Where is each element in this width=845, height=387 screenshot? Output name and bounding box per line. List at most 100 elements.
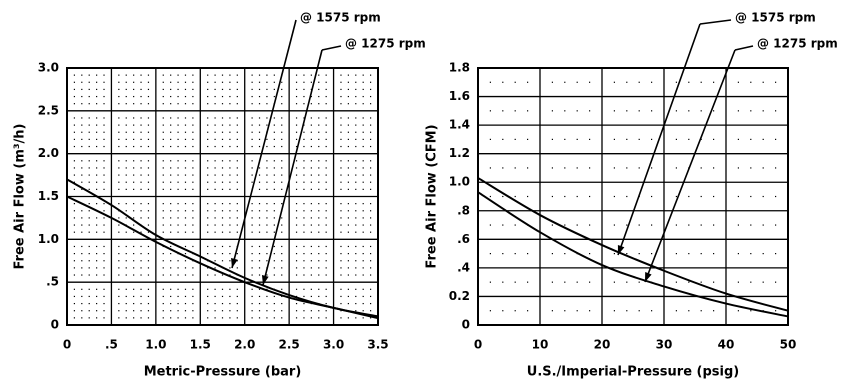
- grid-dot: [273, 260, 275, 262]
- grid-dot: [103, 174, 105, 176]
- grid-dot: [576, 310, 578, 312]
- grid-dot: [88, 167, 90, 169]
- grid-dot: [73, 224, 76, 226]
- grid-dot: [310, 181, 312, 183]
- grid-dot: [318, 217, 320, 219]
- grid-dot: [700, 195, 702, 198]
- grid-dot: [347, 267, 349, 269]
- grid-dot: [626, 310, 628, 312]
- grid-dot: [362, 131, 364, 133]
- grid-dot: [775, 167, 777, 169]
- grid-dot: [214, 210, 216, 212]
- grid-dot: [162, 210, 164, 212]
- grid-dot: [133, 245, 135, 248]
- grid-dot: [207, 88, 209, 91]
- grid-dot: [355, 74, 357, 76]
- grid-dot: [88, 288, 90, 290]
- grid-dot: [355, 174, 357, 176]
- grid-dot: [125, 210, 127, 212]
- grid-dot: [177, 81, 179, 83]
- grid-dot: [258, 274, 261, 276]
- grid-dot: [140, 145, 142, 148]
- grid-dot: [170, 167, 172, 169]
- grid-dot: [133, 217, 135, 219]
- grid-dot: [258, 124, 261, 126]
- grid-dot: [266, 145, 268, 148]
- grid-dot: [162, 217, 164, 219]
- grid-dot: [184, 81, 187, 83]
- grid-dot: [125, 88, 127, 91]
- grid-dot: [236, 288, 238, 290]
- grid-dot: [73, 288, 76, 290]
- grid-dot: [340, 95, 342, 98]
- grid-dot: [340, 103, 342, 105]
- grid-dot: [162, 131, 164, 133]
- grid-dot: [96, 288, 98, 290]
- grid-dot: [613, 281, 615, 283]
- grid-dot: [266, 245, 268, 248]
- grid-dot: [96, 317, 98, 319]
- grid-dot: [162, 231, 164, 233]
- grid-dot: [214, 260, 216, 262]
- grid-dot: [251, 253, 253, 255]
- grid-dot: [177, 210, 179, 212]
- grid-dot: [613, 167, 615, 169]
- grid-dot: [295, 95, 298, 98]
- grid-dot: [355, 231, 357, 233]
- grid-dot: [207, 167, 209, 169]
- y-tick-label: .8: [457, 203, 470, 217]
- grid-dot: [221, 260, 224, 262]
- grid-dot: [266, 188, 268, 190]
- grid-dot: [310, 260, 312, 262]
- grid-dot: [318, 231, 320, 233]
- callout-leader: [734, 45, 754, 51]
- grid-dot: [140, 288, 142, 290]
- grid-dot: [96, 88, 98, 91]
- grid-dot: [273, 210, 275, 212]
- grid-dot: [340, 138, 342, 140]
- grid-dot: [551, 281, 553, 283]
- grid-dot: [369, 317, 372, 319]
- grid-dot: [369, 74, 372, 76]
- grid-dot: [118, 103, 120, 105]
- grid-dot: [147, 145, 150, 148]
- grid-dot: [362, 81, 364, 83]
- grid-dot: [675, 195, 677, 198]
- grid-dot: [551, 110, 553, 112]
- grid-dot: [355, 217, 357, 219]
- grid-dot: [310, 267, 312, 269]
- grid-dot: [170, 181, 172, 183]
- grid-dot: [258, 260, 261, 262]
- grid-dot: [147, 138, 150, 140]
- grid-dot: [362, 310, 364, 312]
- grid-dot: [281, 174, 283, 176]
- grid-dot: [184, 95, 187, 98]
- grid-dot: [318, 95, 320, 98]
- grid-dot: [81, 317, 83, 319]
- grid-dot: [133, 253, 135, 255]
- grid-dot: [236, 74, 238, 76]
- grid-dot: [118, 203, 120, 205]
- grid-dot: [564, 110, 566, 112]
- grid-dot: [258, 217, 261, 219]
- grid-dot: [96, 117, 98, 119]
- x-tick-label: 40: [718, 338, 735, 352]
- grid-dot: [613, 253, 615, 255]
- grid-dot: [207, 138, 209, 140]
- grid-dot: [589, 195, 591, 198]
- grid-dot: [221, 231, 224, 233]
- grid-dot: [73, 88, 76, 91]
- grid-dot: [229, 210, 231, 212]
- grid-dot: [266, 203, 268, 205]
- grid-dot: [73, 74, 76, 76]
- grid-dot: [551, 253, 553, 255]
- grid-dot: [221, 274, 224, 276]
- grid-dot: [96, 253, 98, 255]
- grid-dot: [133, 174, 135, 176]
- grid-dot: [170, 260, 172, 262]
- grid-dot: [564, 195, 566, 198]
- grid-dot: [133, 95, 135, 98]
- grid-dot: [551, 138, 553, 140]
- grid-dot: [88, 310, 90, 312]
- grid-dot: [762, 81, 764, 83]
